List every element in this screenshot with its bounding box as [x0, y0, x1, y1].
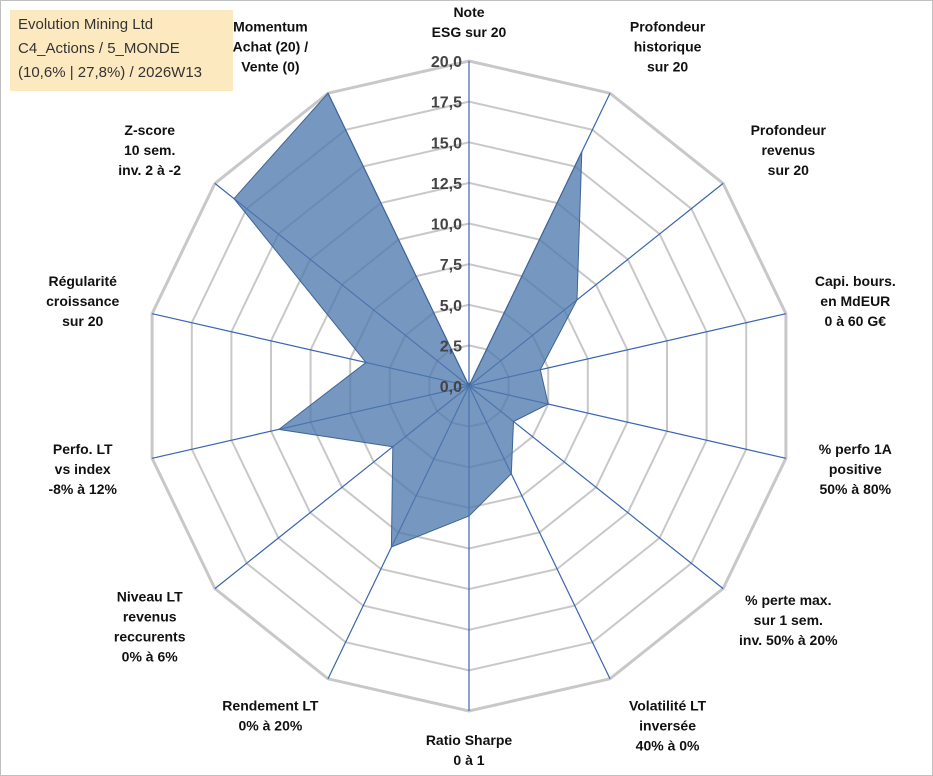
tick-label: 20,0	[431, 54, 462, 71]
radar-series	[233, 92, 583, 548]
axis-label: Profondeur historique sur 20	[630, 18, 706, 74]
tick-label: 5,0	[440, 298, 462, 315]
tick-label: 12,5	[431, 176, 462, 193]
axis-label: Note ESG sur 20	[432, 4, 507, 40]
tick-label: 17,5	[431, 95, 462, 112]
axis-label: Z-score 10 sem. inv. 2 à -2	[118, 122, 181, 178]
axis-label: Régularité croissance sur 20	[46, 273, 119, 329]
axis-label: Momentum Achat (20) / Vente (0)	[233, 18, 309, 74]
axis-label: Capi. bours. en MdEUR 0 à 60 G€	[815, 273, 896, 329]
axis-label: % perte max. sur 1 sem. inv. 50% à 20%	[739, 592, 838, 648]
axis-label: Ratio Sharpe 0 à 1	[426, 732, 513, 768]
axis-label: Perfo. LT vs index -8% à 12%	[48, 441, 117, 497]
performance-week: (10,6% | 27,8%) / 2026W13	[18, 64, 202, 81]
tick-label: 10,0	[431, 217, 462, 234]
axis-label: Niveau LT revenus reccurents 0% à 6%	[114, 588, 186, 664]
tick-label: 7,5	[440, 257, 462, 274]
axis-label: Profondeur revenus sur 20	[751, 122, 827, 178]
axis-label: % perfo 1A positive 50% à 80%	[819, 441, 892, 497]
company-name: Evolution Mining Ltd	[18, 16, 154, 33]
tick-label: 2,5	[440, 338, 462, 355]
axis-label: Volatilité LT inversée 40% à 0%	[629, 698, 707, 754]
series-area	[233, 92, 583, 548]
portfolio-category: C4_Actions / 5_MONDE	[18, 40, 180, 57]
axis-label: Rendement LT 0% à 20%	[222, 698, 319, 734]
tick-label: 0,0	[440, 379, 462, 396]
radial-axis-ticks: 0,0 2,5 5,0 7,5 10,0 12,5 15,0 17,5 20,0	[431, 54, 462, 396]
tick-label: 15,0	[431, 135, 462, 152]
axis-labels: Note ESG sur 20 Profondeur historique sur 20…	[46, 4, 896, 768]
info-box: Evolution Mining Ltd C4_Actions / 5_MOND…	[10, 10, 233, 91]
